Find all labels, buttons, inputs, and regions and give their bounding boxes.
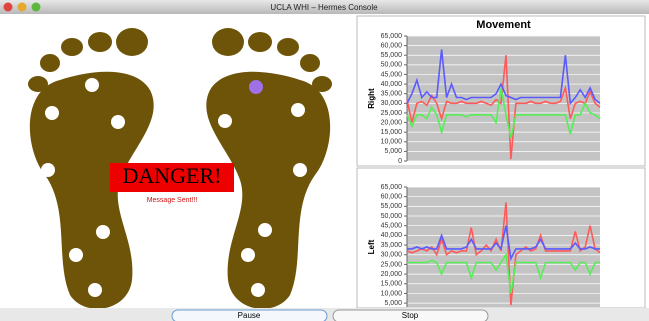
y-tick-label: 65,000 (381, 184, 403, 191)
y-tick-label: 50,000 (381, 62, 403, 69)
y-axis-label: Right (367, 88, 376, 109)
y-tick-label: 20,000 (381, 271, 403, 278)
y-tick-label: 20,000 (381, 119, 403, 126)
y-tick-label: 35,000 (381, 242, 403, 249)
y-tick-label: 65,000 (381, 33, 403, 40)
y-tick-label: 5,000 (384, 300, 402, 307)
minimize-button[interactable] (18, 3, 27, 12)
y-tick-label: 55,000 (381, 203, 403, 210)
y-tick-label: 15,000 (381, 281, 403, 288)
window: UCLA WHI – Hermes Console DANGER! Messag… (0, 0, 649, 321)
close-button[interactable] (4, 3, 13, 12)
y-tick-label: 30,000 (381, 252, 403, 259)
danger-text: DANGER! (123, 163, 222, 188)
y-tick-label: 55,000 (381, 52, 403, 59)
y-tick-label: 60,000 (381, 194, 403, 201)
pause-label[interactable]: Pause (238, 311, 261, 320)
y-tick-label: 0 (398, 158, 402, 165)
y-tick-label: 10,000 (381, 139, 403, 146)
y-tick-label: 5,000 (384, 148, 402, 155)
y-tick-label: 50,000 (381, 213, 403, 220)
y-axis-label: Left (367, 239, 376, 254)
chart-title: Movement (476, 19, 531, 31)
y-tick-label: 25,000 (381, 261, 403, 268)
y-tick-label: 45,000 (381, 71, 403, 78)
y-tick-label: 15,000 (381, 129, 403, 136)
stop-label[interactable]: Stop (402, 311, 419, 320)
y-tick-label: 25,000 (381, 110, 403, 117)
y-tick-label: 35,000 (381, 91, 403, 98)
y-tick-label: 45,000 (381, 223, 403, 230)
alert-message: Message Sent!!! (147, 197, 198, 204)
zoom-button[interactable] (32, 3, 41, 12)
y-tick-label: 60,000 (381, 42, 403, 49)
y-tick-label: 40,000 (381, 232, 403, 239)
y-tick-label: 30,000 (381, 100, 403, 107)
y-tick-label: 40,000 (381, 81, 403, 88)
y-tick-label: 10,000 (381, 290, 403, 297)
window-title: UCLA WHI – Hermes Console (270, 3, 378, 12)
